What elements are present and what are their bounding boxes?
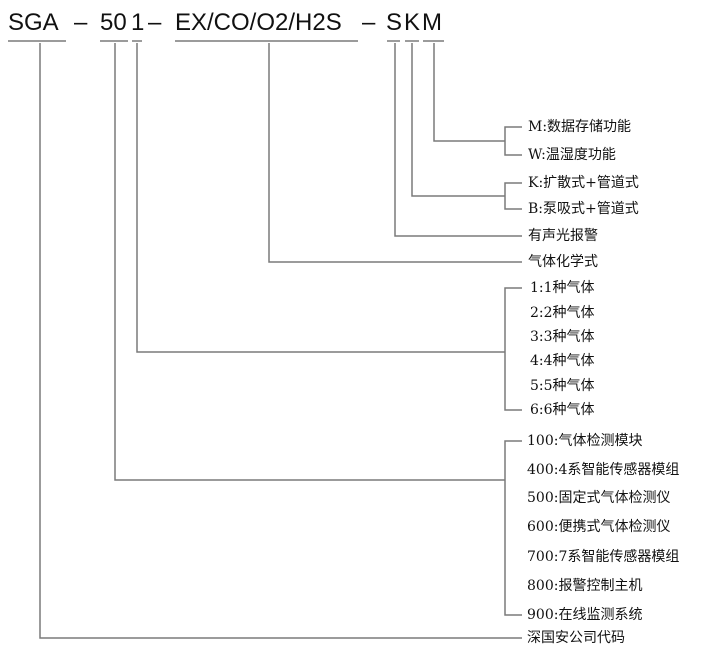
code-alarm: S (386, 9, 403, 36)
sampling-option: K:扩散式+管道式 (528, 175, 639, 191)
gas-count-option: 6:6种气体 (530, 402, 595, 418)
code-gas-count: 1 (131, 9, 145, 36)
code-series: 50 (100, 9, 127, 36)
gas-count-option: 1:1种气体 (530, 280, 595, 296)
gas-count-option: 2:2种气体 (530, 305, 595, 321)
connector-series (114, 43, 505, 481)
prefix-label: 深国安公司代码 (527, 630, 625, 646)
gases-label: 气体化学式 (528, 254, 598, 270)
series-option: 400:4系智能传感器模组 (527, 462, 680, 478)
connector-function (433, 43, 505, 142)
connector-alarm (394, 43, 522, 237)
bracket-series (504, 440, 522, 616)
gas-count-option: 4:4种气体 (530, 353, 595, 369)
connector-gases (268, 43, 522, 263)
bracket-gas-count (504, 287, 522, 411)
function-option: M:数据存储功能 (528, 119, 632, 135)
code-gases: EX/CO/O2/H2S (175, 9, 342, 36)
connector-gas-count (136, 43, 505, 353)
code-separator: – (362, 9, 376, 36)
sampling-option: B:泵吸式+管道式 (528, 201, 639, 217)
gas-count-option: 3:3种气体 (530, 329, 595, 345)
series-option: 700:7系智能传感器模组 (527, 549, 680, 565)
series-option: 100:气体检测模块 (527, 433, 643, 449)
code-separator: – (148, 9, 162, 36)
code-prefix: SGA (8, 9, 59, 36)
series-option: 900:在线监测系统 (527, 607, 643, 623)
series-option: 600:便携式气体检测仪 (527, 519, 671, 535)
code-function: M (422, 9, 442, 36)
series-option: 800:报警控制主机 (527, 578, 643, 594)
series-option: 500:固定式气体检测仪 (527, 490, 671, 506)
connector-prefix (39, 43, 522, 639)
bracket-function (504, 126, 522, 156)
function-option: W:温湿度功能 (528, 147, 616, 163)
alarm-label: 有声光报警 (528, 228, 598, 244)
code-separator: – (74, 9, 88, 36)
bracket-sampling (504, 182, 522, 210)
code-sampling: K (404, 9, 421, 36)
connector-sampling (411, 43, 505, 197)
gas-count-option: 5:5种气体 (530, 378, 595, 394)
